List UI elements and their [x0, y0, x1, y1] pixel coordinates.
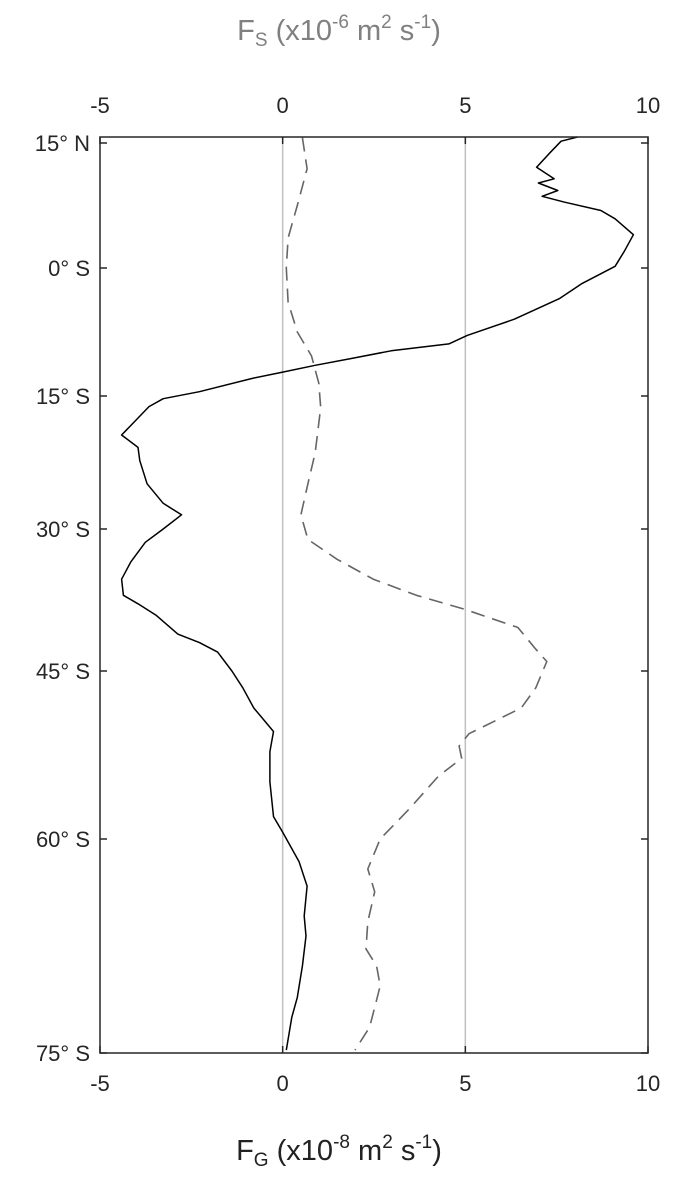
bottom-tick-label: 5 — [459, 1071, 471, 1096]
top-tick-label: -5 — [90, 93, 110, 118]
axis-title-part: S — [254, 30, 268, 51]
axis-title-part: F — [236, 1135, 254, 1167]
top-tick-label: 10 — [636, 93, 660, 118]
y-tick-label: 15° S — [36, 384, 90, 409]
axis-title-part: G — [253, 1150, 269, 1171]
top-axis-title: FS (x10-6 m2 s-1) — [0, 12, 678, 52]
bottom-axis-title: FG (x10-8 m2 s-1) — [0, 1132, 678, 1172]
y-tick-label: 0° S — [48, 256, 90, 281]
top-tick-label: 5 — [459, 93, 471, 118]
axis-title-part: -8 — [333, 1132, 350, 1153]
axis-title-part: (x10 — [267, 15, 333, 47]
axis-title-part: -6 — [332, 12, 349, 33]
y-tick-label: 45° S — [36, 659, 90, 684]
top-tick-label: 0 — [277, 93, 289, 118]
axis-title-part: ) — [432, 1135, 442, 1167]
axis-title-part: -1 — [414, 12, 432, 33]
axis-title-part: -1 — [415, 1132, 433, 1153]
bottom-tick-label: 10 — [636, 1071, 660, 1096]
y-tick-label: 60° S — [36, 827, 90, 852]
axis-title-part: 2 — [382, 1132, 393, 1153]
y-tick-label: 30° S — [36, 517, 90, 542]
bottom-tick-label: -5 — [90, 1071, 110, 1096]
plot-frame — [99, 136, 649, 1054]
axis-title-part: m — [348, 15, 382, 47]
y-tick-label: 75° S — [36, 1041, 90, 1066]
axis-title-part: 2 — [381, 12, 392, 33]
bottom-tick-label: 0 — [277, 1071, 289, 1096]
y-tick-label: 15° N — [35, 131, 90, 156]
axis-title-part: m — [349, 1135, 383, 1167]
axis-title-part: s — [392, 1135, 416, 1167]
fg-solid-line — [120, 136, 635, 1051]
axis-title-part: (x10 — [268, 1135, 334, 1167]
fs-dashed-line — [285, 137, 548, 1051]
axis-title-part: ) — [431, 15, 441, 47]
axis-title-part: F — [237, 15, 255, 47]
axis-title-part: s — [391, 15, 415, 47]
